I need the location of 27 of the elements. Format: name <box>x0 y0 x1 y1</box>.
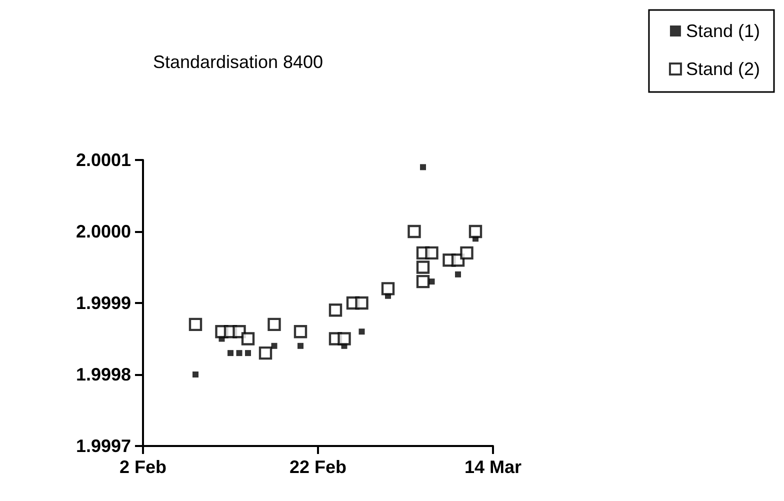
y-tick-label: 1.9999 <box>76 293 131 313</box>
legend-label: Stand (1) <box>686 21 760 41</box>
point <box>455 271 461 278</box>
point <box>416 274 430 288</box>
point <box>408 224 421 238</box>
point <box>241 332 255 346</box>
point <box>460 246 474 260</box>
y-tick-label: 1.9997 <box>76 436 131 456</box>
x-tick-label: 2 Feb <box>119 457 167 477</box>
point <box>416 260 430 274</box>
x-tick-label: 14 Mar <box>464 457 522 477</box>
chart-title: Standardisation 8400 <box>152 52 324 72</box>
point <box>420 164 426 170</box>
point <box>228 350 234 356</box>
point <box>425 246 438 260</box>
point <box>268 318 281 332</box>
legend-label: Stand (2) <box>686 59 760 79</box>
point <box>428 278 435 285</box>
y-tick-label: 1.9998 <box>76 364 131 384</box>
x-tick-label: 22 Feb <box>289 457 347 477</box>
point <box>245 350 251 356</box>
point <box>258 346 272 360</box>
point <box>468 224 482 238</box>
point <box>236 350 242 356</box>
point <box>271 342 278 349</box>
y-tick-label: 2.0000 <box>76 222 131 242</box>
y-tick-label: 2.0001 <box>76 150 131 170</box>
